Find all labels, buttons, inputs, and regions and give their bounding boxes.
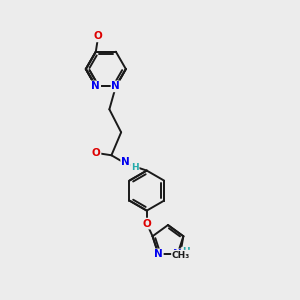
Text: N: N (112, 81, 120, 92)
Text: O: O (92, 148, 100, 158)
Text: CH₃: CH₃ (172, 250, 190, 260)
Text: H: H (131, 163, 139, 172)
Text: H: H (182, 248, 190, 256)
Text: N: N (121, 157, 130, 167)
Text: O: O (142, 219, 151, 229)
Text: N: N (154, 249, 163, 259)
Text: N: N (92, 81, 100, 92)
Text: N: N (173, 249, 182, 259)
Text: O: O (94, 32, 103, 41)
